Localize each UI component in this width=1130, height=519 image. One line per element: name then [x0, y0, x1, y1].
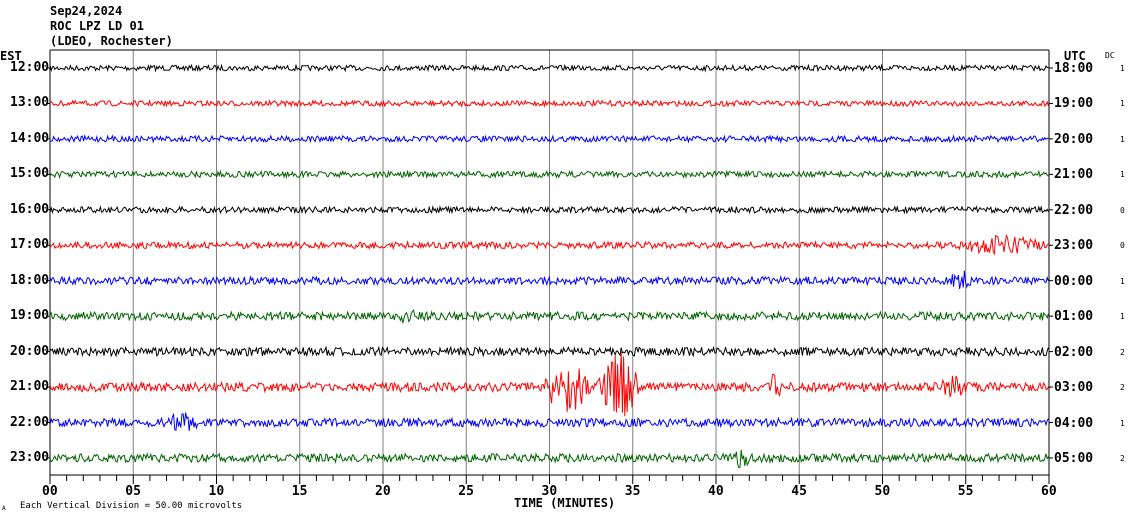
x-axis-label: TIME (MINUTES) [514, 496, 616, 510]
x-tick-label: 45 [791, 484, 807, 499]
x-tick-label: 40 [708, 484, 724, 499]
x-tick-label: 30 [541, 484, 558, 499]
utc-time-label: 03:00 [1054, 380, 1094, 396]
est-time-label: 13:00 [10, 95, 50, 111]
dc-value: 1 [1120, 170, 1125, 180]
est-time-label: 21:00 [10, 379, 50, 395]
est-time-label: 16:00 [10, 201, 50, 217]
dc-value: 1 [1120, 64, 1125, 73]
est-time-label: 18:00 [10, 272, 50, 288]
est-time-label: 12:00 [10, 60, 50, 75]
footer-mark: A [2, 505, 6, 512]
x-tick-label: 50 [874, 484, 891, 499]
x-tick-label: 60 [1041, 484, 1057, 499]
dc-value: 2 [1120, 453, 1125, 463]
utc-time-label: 01:00 [1054, 309, 1094, 325]
utc-time-label: 00:00 [1054, 273, 1094, 289]
trace-1400 [50, 134, 1049, 144]
utc-time-label: 19:00 [1054, 96, 1094, 112]
est-time-label: 17:00 [10, 237, 50, 253]
trace-1900 [49, 309, 1049, 324]
dc-value: 1 [1120, 276, 1125, 286]
est-time-label: 14:00 [10, 130, 50, 146]
utc-axis-title: UTC [1064, 49, 1086, 63]
utc-time-label: 20:00 [1054, 131, 1094, 147]
est-time-label: 15:00 [10, 166, 50, 182]
dc-value: 1 [1120, 99, 1125, 109]
utc-time-label: 23:00 [1054, 238, 1094, 254]
trace-1200 [49, 63, 1049, 73]
dc-value: 0 [1120, 241, 1125, 251]
x-tick-label: 25 [458, 484, 474, 499]
trace-2100 [49, 351, 1049, 417]
x-tick-label: 00 [42, 484, 58, 499]
x-tick-label: 55 [957, 484, 974, 499]
x-tick-label: 15 [291, 484, 308, 499]
est-time-label: 20:00 [10, 343, 50, 359]
dc-value: 2 [1120, 383, 1125, 393]
chart-date: Sep24,2024 [50, 4, 123, 18]
utc-time-label: 05:00 [1054, 450, 1094, 466]
network-name: (LDEO, Rochester) [50, 34, 173, 48]
trace-2200 [49, 412, 1049, 431]
utc-time-label: 02:00 [1054, 344, 1094, 360]
trace-1600 [49, 205, 1049, 215]
trace-1700 [49, 233, 1049, 256]
est-time-label: 19:00 [10, 308, 50, 324]
trace-1500 [49, 169, 1049, 180]
trace-1300 [49, 98, 1049, 108]
est-axis-title: EST [0, 49, 22, 63]
x-tick-label: 20 [375, 484, 391, 499]
utc-time-label: 04:00 [1054, 415, 1094, 431]
dc-value: 1 [1120, 134, 1125, 144]
utc-time-label: 21:00 [1054, 167, 1094, 183]
x-tick-label: 35 [624, 484, 641, 499]
trace-1800 [49, 270, 1049, 289]
x-tick-label: 10 [208, 484, 225, 499]
est-time-label: 23:00 [10, 449, 50, 465]
trace-2300 [49, 449, 1049, 469]
utc-time-label: 22:00 [1054, 202, 1094, 218]
dc-value: 2 [1120, 347, 1125, 357]
dc-value: 1 [1120, 418, 1125, 428]
dc-column-title: DC [1105, 51, 1115, 60]
scale-note: Each Vertical Division = 50.00 microvolt… [20, 501, 243, 511]
est-time-label: 22:00 [10, 414, 50, 430]
dc-value: 1 [1120, 312, 1125, 322]
x-tick-label: 05 [125, 484, 141, 499]
station-name: ROC LPZ LD 01 [50, 19, 144, 33]
utc-time-label: 18:00 [1054, 61, 1094, 76]
dc-value: 0 [1120, 205, 1125, 215]
trace-2000 [49, 345, 1049, 358]
